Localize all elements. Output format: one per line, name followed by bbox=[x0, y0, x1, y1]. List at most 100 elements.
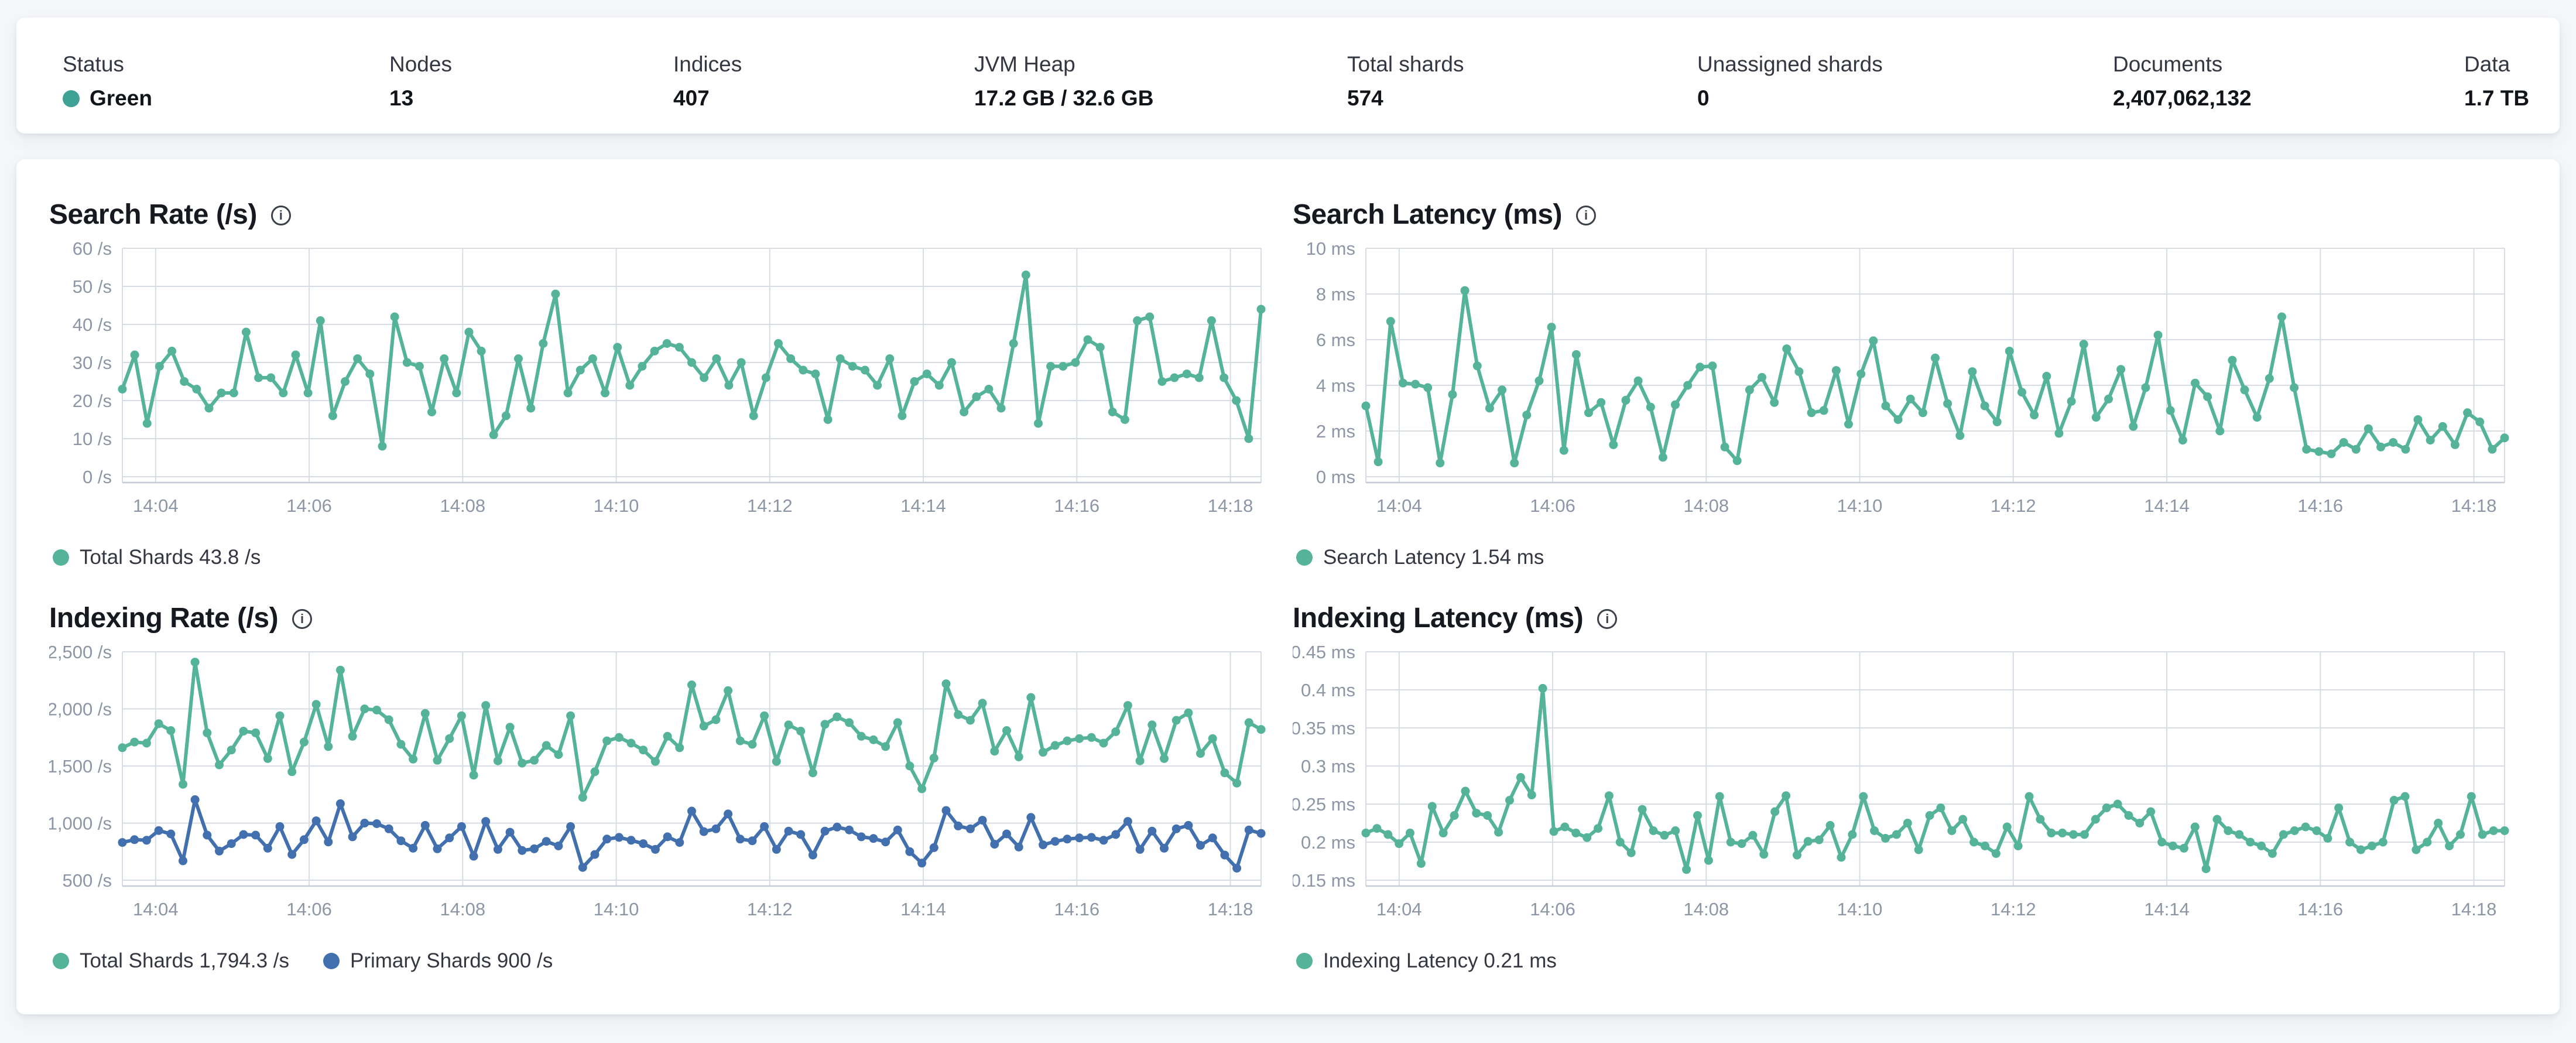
chart-title: Indexing Rate (/s) bbox=[49, 602, 279, 634]
svg-text:14:04: 14:04 bbox=[133, 899, 179, 919]
line-chart-plot: 10 ms 8 ms 6 ms 4 ms 2 ms 0 ms 14:04 14:06 14:08… bbox=[1293, 238, 2519, 540]
svg-text:14:12: 14:12 bbox=[1991, 899, 2036, 919]
chart-title: Search Latency (ms) bbox=[1293, 199, 1563, 230]
svg-text:14:18: 14:18 bbox=[2451, 899, 2497, 919]
svg-text:2,500 /s: 2,500 /s bbox=[49, 644, 112, 662]
svg-text:14:16: 14:16 bbox=[2298, 899, 2344, 919]
info-icon[interactable]: i bbox=[292, 609, 313, 629]
svg-text:30 /s: 30 /s bbox=[73, 353, 112, 373]
svg-text:8 ms: 8 ms bbox=[1316, 284, 1355, 305]
series-dot-icon bbox=[53, 953, 69, 969]
legend-item: Primary Shards 900 /s bbox=[323, 949, 553, 973]
metrics-panel: Search Rate (/s) i 60 /s 50 /s 40 /s 30 /s 2… bbox=[16, 159, 2560, 1014]
stat-value: Green bbox=[90, 86, 152, 110]
svg-text:14:10: 14:10 bbox=[594, 495, 639, 516]
svg-text:1,000 /s: 1,000 /s bbox=[49, 813, 112, 834]
svg-text:14:16: 14:16 bbox=[1054, 899, 1100, 919]
svg-text:0.35 ms: 0.35 ms bbox=[1293, 718, 1355, 738]
cluster-status-bar: Status Green Nodes 13 Indices 407 JVM He… bbox=[16, 18, 2560, 134]
stat-label: Documents bbox=[2113, 52, 2223, 76]
svg-text:6 ms: 6 ms bbox=[1316, 330, 1355, 350]
svg-text:0.2 ms: 0.2 ms bbox=[1301, 832, 1355, 853]
svg-text:14:06: 14:06 bbox=[1530, 495, 1575, 516]
svg-text:2 ms: 2 ms bbox=[1316, 421, 1355, 442]
legend-item: Total Shards 43.8 /s bbox=[53, 546, 261, 569]
svg-text:14:10: 14:10 bbox=[594, 899, 639, 919]
stat-documents: Documents 2,407,062,132 bbox=[2113, 52, 2252, 111]
chart-title: Indexing Latency (ms) bbox=[1293, 602, 1584, 634]
legend-label: Indexing Latency 0.21 ms bbox=[1323, 949, 1557, 972]
stat-label: Nodes bbox=[389, 52, 452, 76]
svg-text:14:14: 14:14 bbox=[900, 899, 946, 919]
stat-unassigned-shards: Unassigned shards 0 bbox=[1697, 52, 1883, 111]
stat-label: Data bbox=[2464, 52, 2510, 76]
svg-text:14:14: 14:14 bbox=[2144, 495, 2190, 516]
stat-data-size: Data 1.7 TB bbox=[2464, 52, 2529, 111]
stat-total-shards: Total shards 574 bbox=[1347, 52, 1464, 111]
svg-text:14:14: 14:14 bbox=[900, 495, 946, 516]
health-status-dot-icon bbox=[63, 90, 80, 107]
svg-text:10 /s: 10 /s bbox=[73, 429, 112, 449]
svg-text:14:04: 14:04 bbox=[133, 495, 179, 516]
legend-item: Total Shards 1,794.3 /s bbox=[53, 949, 289, 973]
svg-text:14:08: 14:08 bbox=[1684, 495, 1729, 516]
stat-value: 574 bbox=[1347, 86, 1383, 110]
chart-indexing-latency: Indexing Latency (ms) i 0.45 ms 0.4 ms 0.3… bbox=[1291, 600, 2519, 973]
line-chart-plot: 2,500 /s 2,000 /s 1,500 /s 1,000 /s 500 /s 14… bbox=[47, 642, 1276, 943]
svg-text:14:12: 14:12 bbox=[747, 495, 793, 516]
svg-text:14:18: 14:18 bbox=[1208, 495, 1253, 516]
svg-text:10 ms: 10 ms bbox=[1306, 240, 1355, 259]
legend-label: Search Latency 1.54 ms bbox=[1323, 546, 1544, 569]
svg-text:50 /s: 50 /s bbox=[73, 276, 112, 297]
svg-text:14:18: 14:18 bbox=[1208, 899, 1253, 919]
svg-text:1,500 /s: 1,500 /s bbox=[49, 756, 112, 777]
stat-label: Unassigned shards bbox=[1697, 52, 1883, 76]
series-dot-icon bbox=[323, 953, 340, 969]
stat-nodes: Nodes 13 bbox=[389, 52, 452, 111]
stat-value: 1.7 TB bbox=[2464, 86, 2530, 110]
info-icon[interactable]: i bbox=[1597, 609, 1618, 629]
stat-value: 13 bbox=[389, 86, 414, 110]
svg-text:14:06: 14:06 bbox=[286, 495, 332, 516]
svg-text:4 ms: 4 ms bbox=[1316, 375, 1355, 396]
series-dot-icon bbox=[1296, 953, 1313, 969]
stat-label: Indices bbox=[673, 52, 742, 76]
legend-item: Search Latency 1.54 ms bbox=[1296, 546, 1544, 569]
svg-text:14:04: 14:04 bbox=[1376, 495, 1422, 516]
line-chart-plot: 60 /s 50 /s 40 /s 30 /s 20 /s 10 /s 0 /s 14:04 1… bbox=[49, 238, 1276, 540]
svg-text:14:16: 14:16 bbox=[2298, 495, 2344, 516]
stat-indices: Indices 407 bbox=[673, 52, 742, 111]
info-icon[interactable]: i bbox=[270, 206, 291, 225]
info-icon[interactable]: i bbox=[1576, 206, 1597, 225]
svg-text:2,000 /s: 2,000 /s bbox=[49, 699, 112, 720]
svg-text:0.15 ms: 0.15 ms bbox=[1293, 870, 1355, 891]
legend-label: Total Shards 1,794.3 /s bbox=[80, 949, 289, 972]
svg-text:60 /s: 60 /s bbox=[73, 240, 112, 259]
chart-indexing-rate: Indexing Rate (/s) i 2,500 /s 2,000 /s 1,5… bbox=[47, 600, 1276, 973]
series-dot-icon bbox=[53, 549, 69, 566]
svg-text:14:06: 14:06 bbox=[286, 899, 332, 919]
svg-text:0.25 ms: 0.25 ms bbox=[1293, 794, 1355, 815]
legend-label: Primary Shards 900 /s bbox=[350, 949, 553, 972]
chart-search-rate: Search Rate (/s) i 60 /s 50 /s 40 /s 30 /s 2… bbox=[49, 197, 1276, 569]
svg-text:0.45 ms: 0.45 ms bbox=[1293, 644, 1355, 662]
legend-label: Total Shards 43.8 /s bbox=[80, 546, 261, 569]
svg-text:14:04: 14:04 bbox=[1376, 899, 1422, 919]
svg-text:14:14: 14:14 bbox=[2144, 899, 2190, 919]
svg-text:20 /s: 20 /s bbox=[73, 391, 112, 411]
svg-text:14:16: 14:16 bbox=[1054, 495, 1100, 516]
svg-text:14:06: 14:06 bbox=[1530, 899, 1575, 919]
stat-label: Total shards bbox=[1347, 52, 1464, 76]
chart-title: Search Rate (/s) bbox=[49, 199, 257, 230]
svg-text:14:10: 14:10 bbox=[1837, 899, 1883, 919]
stat-value: 17.2 GB / 32.6 GB bbox=[974, 86, 1154, 110]
svg-text:0 ms: 0 ms bbox=[1316, 467, 1355, 487]
svg-text:500 /s: 500 /s bbox=[63, 870, 112, 891]
stat-status: Status Green bbox=[63, 52, 152, 111]
series-dot-icon bbox=[1296, 549, 1313, 566]
svg-text:0.4 ms: 0.4 ms bbox=[1301, 680, 1355, 700]
svg-text:0 /s: 0 /s bbox=[83, 467, 112, 487]
stat-value: 2,407,062,132 bbox=[2113, 86, 2252, 110]
chart-search-latency: Search Latency (ms) i 10 ms 8 ms 6 ms 4 ms 2… bbox=[1293, 197, 2519, 569]
line-chart-plot: 0.45 ms 0.4 ms 0.35 ms 0.3 ms 0.25 ms 0.2 ms 0… bbox=[1291, 642, 2519, 943]
